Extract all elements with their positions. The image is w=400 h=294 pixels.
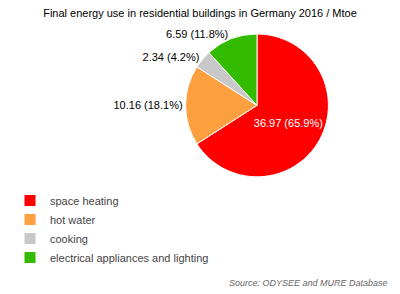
svg-text:Final energy use in residentia: Final energy use in residential building… <box>43 7 357 19</box>
svg-text:Source: ODYSEE and MURE Databa: Source: ODYSEE and MURE Database <box>229 278 388 288</box>
svg-text:36.97 (65.9%): 36.97 (65.9%) <box>254 117 323 129</box>
svg-text:hot water: hot water <box>50 214 96 226</box>
svg-text:electrical appliances and ligh: electrical appliances and lighting <box>50 252 208 264</box>
svg-text:space heating: space heating <box>50 195 119 207</box>
svg-text:10.16 (18.1%): 10.16 (18.1%) <box>113 99 182 111</box>
svg-text:2.34 (4.2%): 2.34 (4.2%) <box>143 51 200 63</box>
svg-text:6.59 (11.8%): 6.59 (11.8%) <box>166 28 228 40</box>
svg-text:cooking: cooking <box>50 233 88 245</box>
